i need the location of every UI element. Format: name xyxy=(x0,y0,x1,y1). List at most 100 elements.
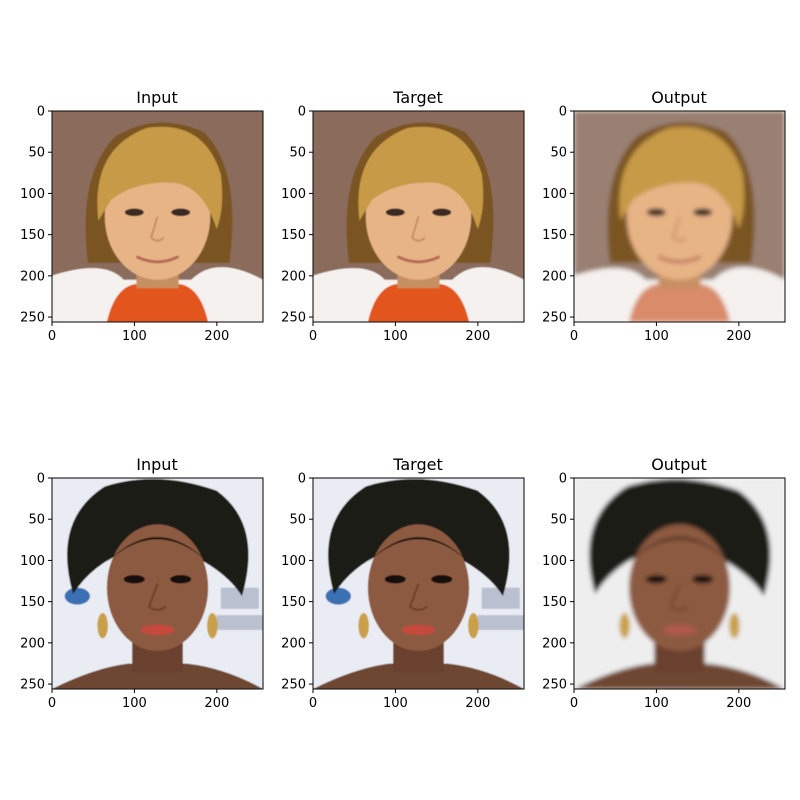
left-eye xyxy=(124,208,144,217)
left-eye xyxy=(646,208,666,217)
axes-frame xyxy=(51,477,264,690)
left-eye xyxy=(385,208,405,217)
orange-shirt xyxy=(367,284,470,322)
orange-shirt xyxy=(628,284,731,322)
portrait-image xyxy=(52,111,263,322)
y-tick-label: 0 xyxy=(559,105,567,120)
y-tick-label: 250 xyxy=(542,678,567,693)
face-layer xyxy=(52,478,263,689)
nose xyxy=(150,216,165,242)
y-tick-label: 200 xyxy=(542,636,567,651)
x-tick-label: 100 xyxy=(122,696,147,711)
axes-frame xyxy=(573,477,786,690)
right-earring xyxy=(207,613,218,639)
x-tick-label: 0 xyxy=(570,329,578,344)
y-tick-label: 50 xyxy=(28,146,45,161)
panel-target-2: Target 0 100 200 0 50 100 150 200 250 xyxy=(281,455,525,711)
y-tick-label: 0 xyxy=(559,472,567,487)
backdrop-logo xyxy=(216,615,263,630)
lips xyxy=(401,624,436,636)
portrait-image xyxy=(574,111,785,322)
y-tick-label: 250 xyxy=(281,678,306,693)
y-tick-label: 150 xyxy=(20,595,45,610)
y-tick-label: 100 xyxy=(20,187,45,202)
x-tick-label: 200 xyxy=(726,696,751,711)
x-tick-label: 200 xyxy=(726,329,751,344)
x-tick-label: 100 xyxy=(383,329,408,344)
y-tick-label: 150 xyxy=(20,228,45,243)
y-tick-label: 0 xyxy=(298,472,306,487)
y-tick-label: 50 xyxy=(28,513,45,528)
left-eye xyxy=(645,575,667,584)
x-tick-label: 100 xyxy=(644,329,669,344)
y-tick-label: 50 xyxy=(550,146,567,161)
y-tick-label: 100 xyxy=(281,554,306,569)
panel-title: Target xyxy=(392,88,443,107)
y-tick-label: 100 xyxy=(281,187,306,202)
y-tick-label: 100 xyxy=(542,554,567,569)
y-tick-label: 100 xyxy=(20,554,45,569)
x-tick-label: 200 xyxy=(204,329,229,344)
left-earring xyxy=(358,613,369,639)
mouth xyxy=(135,255,180,264)
face-layer xyxy=(313,111,524,322)
y-tick-label: 150 xyxy=(542,228,567,243)
panel-axes: 0 100 200 0 50 100 150 200 250 xyxy=(281,472,525,711)
y-tick-label: 50 xyxy=(289,513,306,528)
y-tick-label: 250 xyxy=(20,678,45,693)
hair-bangs xyxy=(619,126,745,230)
y-tick-label: 250 xyxy=(20,311,45,326)
panel-output-2: Output 0 100 200 0 50 100 150 200 250 xyxy=(542,455,786,711)
backdrop-logo xyxy=(64,587,90,605)
y-tick-label: 250 xyxy=(542,311,567,326)
face xyxy=(106,524,209,652)
lips xyxy=(140,624,175,636)
nose xyxy=(411,216,426,242)
nose xyxy=(408,583,428,611)
panel-axes: 0 100 200 0 50 100 150 200 250 xyxy=(542,472,786,711)
face-layer xyxy=(574,111,785,322)
backdrop-logo xyxy=(481,587,520,609)
shoulders xyxy=(574,663,785,689)
hairline xyxy=(106,537,209,563)
y-tick-label: 150 xyxy=(542,595,567,610)
y-tick-label: 200 xyxy=(20,636,45,651)
left-earring xyxy=(619,613,630,639)
panel-axes: 0 100 200 0 50 100 150 200 250 xyxy=(542,105,786,344)
x-tick-label: 0 xyxy=(309,696,317,711)
right-eye xyxy=(693,208,713,217)
axes-frame xyxy=(312,110,525,323)
axes-frame xyxy=(312,477,525,690)
hairline xyxy=(367,537,470,563)
y-tick-label: 200 xyxy=(20,269,45,284)
y-tick-label: 50 xyxy=(289,146,306,161)
panel-input-1: Input 0 100 200 0 50 100 150 200 250 xyxy=(20,88,264,344)
y-tick-label: 200 xyxy=(281,636,306,651)
left-eye xyxy=(384,575,406,584)
y-tick-label: 50 xyxy=(550,513,567,528)
face xyxy=(367,524,470,652)
face-layer xyxy=(313,478,524,689)
row-woman-dark-hair: Input 0 100 200 0 50 100 150 200 250 Target 0 100… xyxy=(20,455,786,711)
face xyxy=(628,524,731,652)
right-eye xyxy=(432,208,452,217)
panel-axes: 0 100 200 0 50 100 150 200 250 xyxy=(281,105,525,344)
x-tick-label: 100 xyxy=(644,696,669,711)
face-layer xyxy=(52,111,263,322)
lips xyxy=(662,624,697,636)
x-tick-label: 0 xyxy=(570,696,578,711)
panel-title: Input xyxy=(136,88,177,107)
y-tick-label: 0 xyxy=(298,105,306,120)
hair-bangs xyxy=(97,126,223,230)
right-earring xyxy=(729,613,740,639)
y-tick-label: 200 xyxy=(542,269,567,284)
x-tick-label: 200 xyxy=(465,329,490,344)
hair-bangs xyxy=(358,126,484,230)
shoulders xyxy=(52,663,263,689)
panel-output-1: Output 0 100 200 0 50 100 150 200 250 xyxy=(542,88,786,344)
nose xyxy=(669,583,689,611)
nose xyxy=(672,216,687,242)
portrait-image xyxy=(52,478,263,689)
panel-axes: 0 100 200 0 50 100 150 200 250 xyxy=(20,472,264,711)
